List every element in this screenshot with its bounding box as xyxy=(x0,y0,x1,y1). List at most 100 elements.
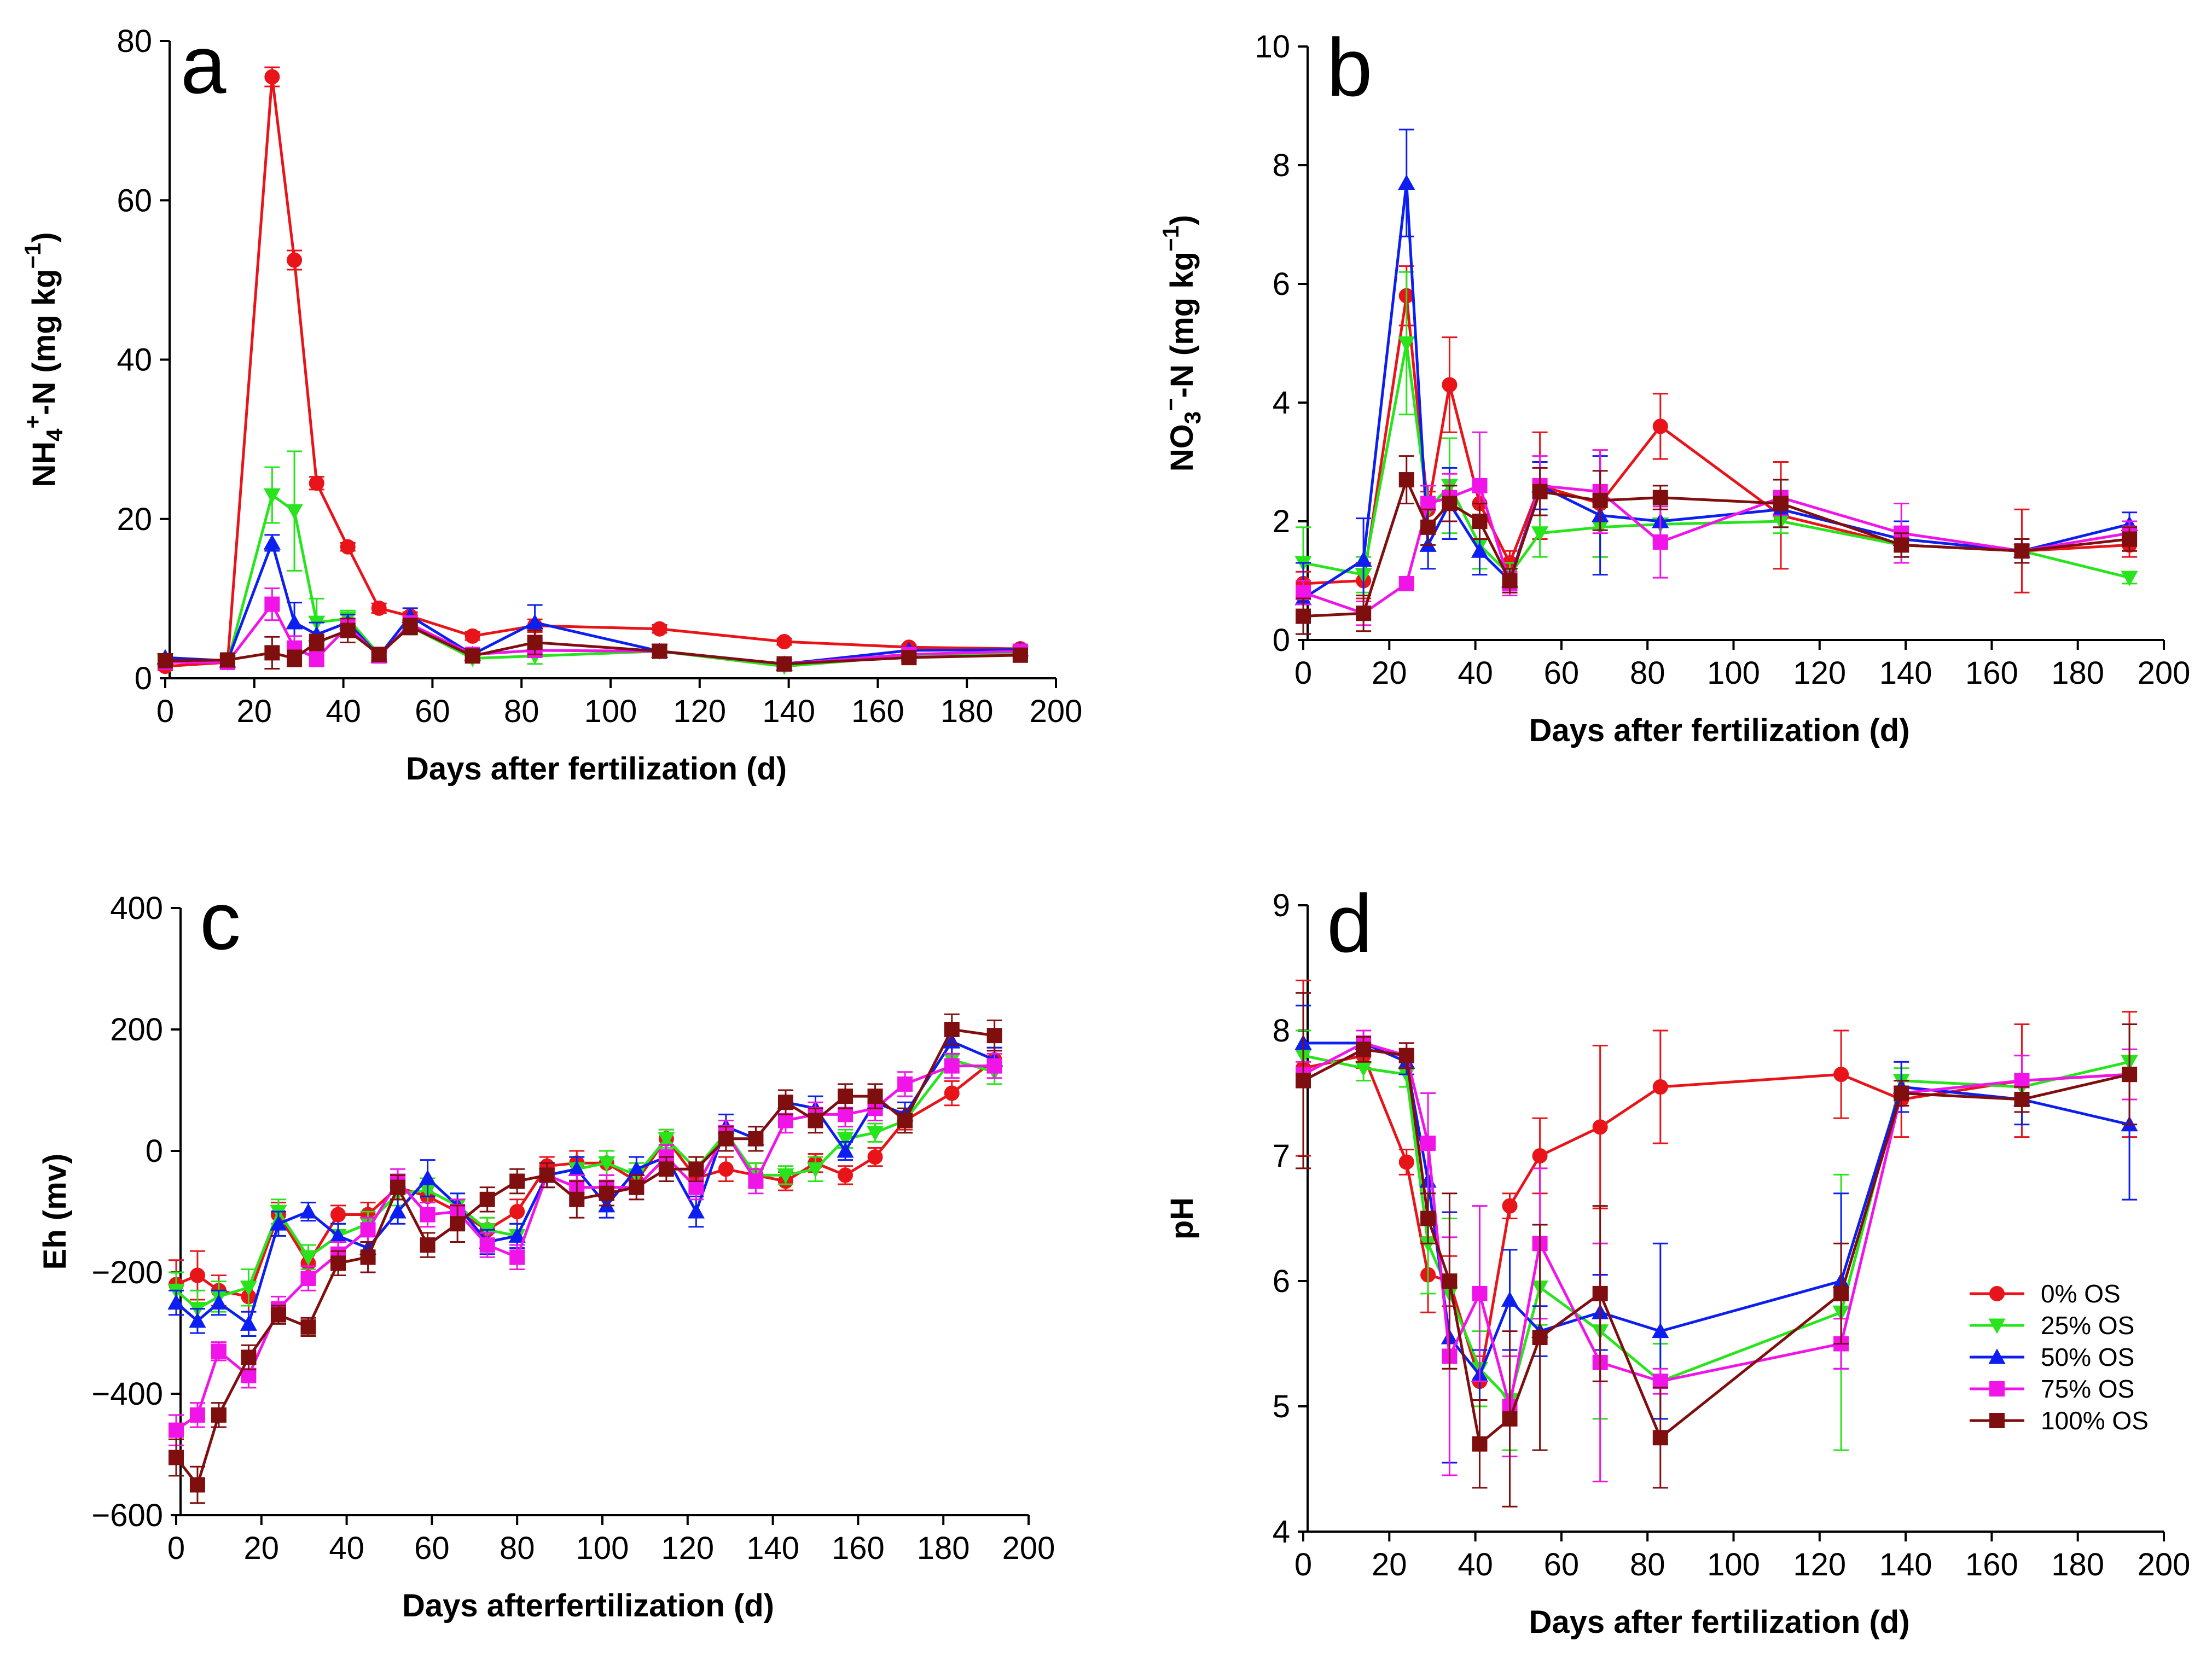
x-tick-label: 140 xyxy=(1879,655,1932,691)
x-tick-label: 200 xyxy=(2138,1547,2191,1582)
data-point xyxy=(240,1315,258,1331)
series-line xyxy=(1302,183,2130,600)
y-title-middle: -N (mg kg xyxy=(26,269,62,415)
legend-marker xyxy=(1988,1348,2006,1364)
data-point xyxy=(2014,543,2030,559)
x-tick-label: 160 xyxy=(832,1531,885,1566)
chart-root: 0 20 40 60 80 100 120 140 160 180 200020406080Days… xyxy=(20,19,2190,1640)
legend-label: 100% OS xyxy=(2041,1406,2149,1435)
data-point xyxy=(838,1107,854,1122)
x-tick-label: 0 xyxy=(156,694,174,729)
series-50-os xyxy=(167,1028,1003,1337)
data-point xyxy=(837,1142,854,1158)
x-tick-label: 200 xyxy=(2138,655,2191,691)
data-point xyxy=(479,1237,495,1253)
data-point xyxy=(1296,585,1311,601)
x-axis-title: Days after fertilization (d) xyxy=(406,751,787,787)
legend-label: 25% OS xyxy=(2041,1311,2134,1340)
data-point xyxy=(748,1131,764,1147)
x-tick-label: 60 xyxy=(1544,655,1580,691)
data-point xyxy=(944,1022,960,1037)
series-line xyxy=(175,1040,995,1326)
y-axis-title: Eh (mv) xyxy=(37,1154,73,1270)
x-tick-label: 180 xyxy=(2051,655,2104,691)
data-point xyxy=(450,1216,466,1232)
data-point xyxy=(897,1113,913,1128)
x-tick-label: 120 xyxy=(1793,655,1846,691)
data-point xyxy=(687,1203,705,1219)
y-tick-label: 4 xyxy=(1273,1514,1290,1550)
y-title-end: ) xyxy=(1164,215,1200,225)
data-point xyxy=(189,1407,205,1423)
data-point xyxy=(1442,496,1458,511)
data-point xyxy=(330,1255,346,1271)
data-point xyxy=(2121,571,2138,586)
series-25-os xyxy=(1294,1023,2138,1451)
legend-marker xyxy=(1988,1318,2006,1334)
y-tick-label: 8 xyxy=(1273,148,1290,183)
y-title-subscript: 3 xyxy=(1180,411,1205,424)
y-tick-label: 10 xyxy=(1255,29,1290,65)
data-point xyxy=(299,1203,317,1219)
x-tick-label: 180 xyxy=(940,694,994,729)
data-point xyxy=(838,1089,854,1104)
data-point xyxy=(1420,496,1436,511)
y-tick-label: 0 xyxy=(1273,622,1290,658)
data-point xyxy=(1833,1285,1849,1301)
series-line xyxy=(1303,1054,2130,1403)
data-point xyxy=(169,1450,184,1465)
data-point xyxy=(309,475,324,491)
data-point xyxy=(420,1207,436,1223)
data-point xyxy=(1442,377,1458,393)
data-point xyxy=(1652,490,1668,505)
panel-d: 0 20 40 60 80 100 120 140 160 180 200 4 5 6 7 8 9 Days af… xyxy=(1164,877,2190,1640)
data-point xyxy=(1419,1236,1437,1252)
data-point xyxy=(1502,1198,1518,1214)
data-point xyxy=(1652,534,1668,550)
data-point xyxy=(777,1168,794,1184)
y-title-exponent: −1 xyxy=(20,243,45,269)
data-point xyxy=(360,1249,376,1265)
x-tick-label: 60 xyxy=(1544,1547,1580,1582)
data-point xyxy=(1532,1148,1548,1163)
data-point xyxy=(1442,1273,1458,1289)
data-point xyxy=(389,1203,407,1219)
panel-letter: d xyxy=(1327,877,1372,969)
y-title-end: ) xyxy=(26,232,62,242)
data-point xyxy=(1502,1411,1518,1427)
data-point xyxy=(167,1294,185,1310)
data-point xyxy=(748,1173,764,1189)
series-50-os xyxy=(1294,129,2138,635)
x-tick-label: 80 xyxy=(1630,655,1665,691)
data-point xyxy=(1592,493,1608,509)
x-tick-label: 100 xyxy=(584,694,637,729)
x-tick-label: 120 xyxy=(661,1531,714,1566)
data-point xyxy=(867,1089,883,1104)
y-tick-label: 20 xyxy=(117,502,152,537)
data-point xyxy=(1894,537,1909,553)
y-tick-label: 6 xyxy=(1273,1264,1290,1299)
data-point xyxy=(1531,526,1549,542)
data-point xyxy=(330,1207,346,1223)
x-tick-label: 60 xyxy=(415,694,450,729)
series-75-os xyxy=(169,1052,1002,1446)
data-point xyxy=(189,1477,205,1493)
panel-a: 0 20 40 60 80 100 120 140 160 180 200 0 20 40 60 80 Days… xyxy=(20,19,1082,787)
data-point xyxy=(189,1312,206,1328)
data-point xyxy=(866,1126,884,1142)
y-tick-label: 60 xyxy=(117,183,152,218)
data-point xyxy=(658,1161,674,1177)
data-point xyxy=(211,1343,227,1359)
y-title-base: NH xyxy=(26,441,62,487)
data-point xyxy=(652,643,667,659)
data-point xyxy=(897,1076,913,1092)
y-tick-label: 80 xyxy=(117,24,152,59)
series-line xyxy=(1303,1054,2130,1382)
panel-c: 0 20 40 60 80 100 120 140 160 180 200 −600 −400 −200 0… xyxy=(37,875,1055,1624)
x-axis-title: Days after fertilization (d) xyxy=(1529,1604,1909,1640)
data-point xyxy=(1773,496,1789,511)
series-line xyxy=(1302,1048,2130,1447)
series-100-os xyxy=(158,618,1028,672)
panel-letter: b xyxy=(1327,21,1372,113)
